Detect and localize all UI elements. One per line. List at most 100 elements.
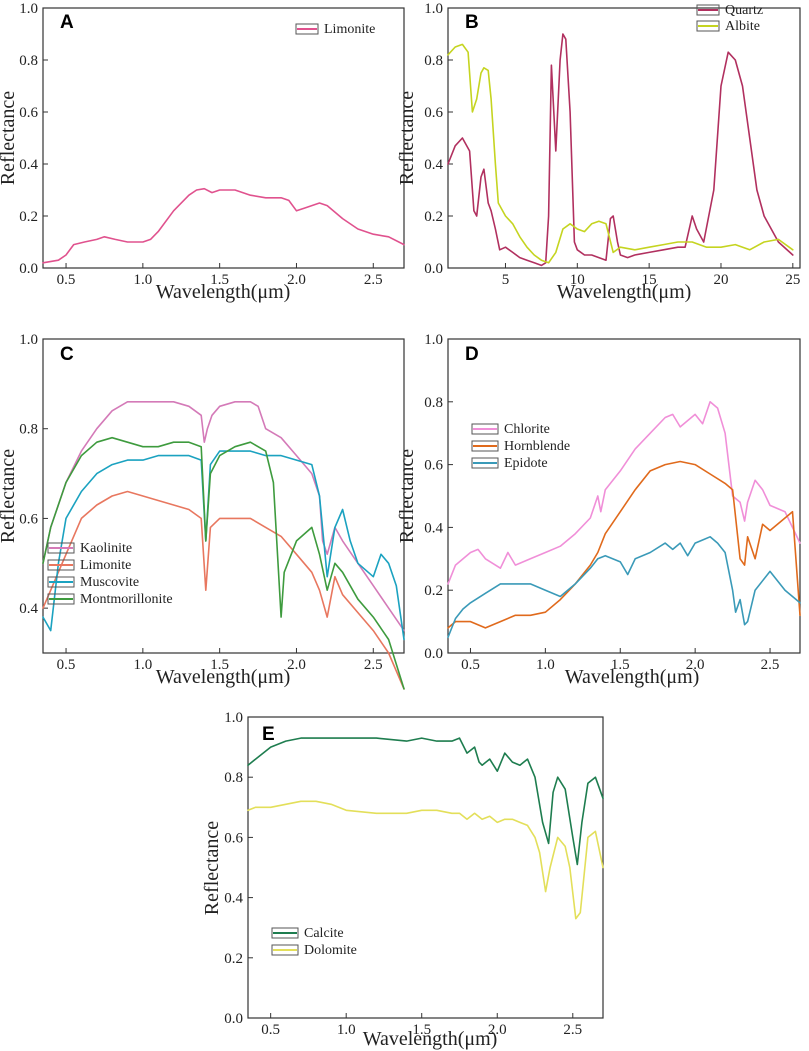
- panel-letter: B: [465, 12, 479, 33]
- x-tick-label: 15: [642, 272, 657, 288]
- x-tick-label: 1.5: [611, 657, 630, 673]
- x-axis-title: Wavelength(μm): [363, 1028, 498, 1050]
- legend-swatch-frame: [295, 23, 319, 35]
- y-tick-label: 0.4: [424, 520, 443, 536]
- y-axis-title-d: Reflectance: [396, 449, 418, 543]
- y-tick-label: 0.4: [19, 157, 38, 173]
- panel-a: 0.5 1.0 1.5 2.0 2.50.00.20.40.60.81.0Wavelen…: [19, 1, 405, 303]
- y-tick-label: 0.8: [424, 53, 443, 69]
- y-tick-label: 0.8: [224, 770, 243, 786]
- plot-frame: [447, 338, 801, 654]
- legend-label: Limonite: [324, 22, 375, 37]
- plot-frame: [42, 7, 405, 269]
- legend-swatch-frame: [471, 423, 499, 435]
- legend-label: Chlorite: [504, 422, 550, 437]
- legend: Limonite: [295, 22, 375, 37]
- y-tick-label: 0.4: [424, 157, 443, 173]
- x-tick-label: 0.5: [57, 657, 76, 673]
- legend-swatch-frame: [47, 542, 75, 554]
- y-tick-label: 0.2: [19, 209, 38, 225]
- x-axis-title: Wavelength(μm): [565, 666, 700, 688]
- series-line-calcite: [247, 737, 604, 866]
- y-tick-label: 0.6: [19, 105, 38, 121]
- legend-label: Muscovite: [80, 575, 139, 590]
- panel-letter: A: [60, 12, 74, 33]
- legend-label: Montmorillonite: [80, 592, 173, 607]
- x-tick-label: 1.5: [412, 1022, 431, 1038]
- y-tick-label: 0.8: [424, 395, 443, 411]
- y-axis-title: Reflectance: [0, 449, 19, 543]
- x-tick-label: 2.0: [686, 657, 705, 673]
- y-tick-label: 0.0: [224, 1011, 243, 1027]
- y-tick-label: 0.6: [424, 458, 443, 474]
- legend-swatch-frame: [471, 440, 499, 452]
- plot-frame: [42, 338, 405, 654]
- legend-label: Calcite: [304, 926, 344, 941]
- panel-letter: C: [60, 344, 74, 365]
- series-line-quartz: [447, 33, 794, 267]
- legend-swatch-frame: [471, 457, 499, 469]
- x-axis-title: Wavelength(μm): [156, 666, 291, 688]
- y-tick-label: 0.4: [224, 891, 243, 907]
- legend-label: Dolomite: [304, 943, 357, 958]
- series-line-montmorillonite: [42, 436, 405, 690]
- panel-e: 0.5 1.0 1.5 2.0 2.5 0.0 0.2 0.4 0.6 0.8 1.0 Wavelen…: [201, 710, 604, 1050]
- legend-label: Epidote: [504, 456, 548, 471]
- y-axis-title-a: Reflectance: [0, 91, 19, 185]
- x-tick-label: 1.0: [337, 1022, 356, 1038]
- y-tick-label: 0.4: [19, 601, 38, 617]
- y-tick-label: 0.8: [19, 422, 38, 438]
- series-line-epidote: [447, 536, 801, 639]
- y-tick-label: 0.2: [424, 583, 443, 599]
- y-tick-label: 1.0: [424, 1, 443, 17]
- legend-label: Albite: [725, 19, 760, 34]
- legend-label: Quartz: [725, 3, 763, 18]
- y-tick-label: 0.0: [424, 261, 443, 277]
- legend-label: Kaolinite: [80, 541, 132, 556]
- y-axis-title-b: Reflectance: [396, 91, 418, 185]
- x-tick-label: 2.0: [287, 272, 306, 288]
- series-line-limonite: [42, 490, 405, 690]
- x-tick-label: 2.5: [364, 272, 383, 288]
- x-tick-label: 0.5: [461, 657, 480, 673]
- x-tick-label: 1.5: [210, 657, 229, 673]
- series-line-muscovite: [42, 450, 405, 641]
- panel-letter: E: [262, 724, 275, 745]
- legend-swatch-frame: [47, 559, 75, 571]
- x-tick-label: 2.0: [488, 1022, 507, 1038]
- y-tick-label: 0.0: [19, 261, 38, 277]
- x-tick-label: 1.0: [536, 657, 555, 673]
- x-tick-label: 1.0: [133, 657, 152, 673]
- x-tick-label: 1.5: [210, 272, 229, 288]
- y-axis-title: Reflectance: [201, 821, 223, 915]
- legend-label: Limonite: [80, 558, 131, 573]
- legend-swatch-frame: [271, 927, 299, 939]
- legend-swatch-frame: [47, 576, 75, 588]
- panel-d: 0.5 1.0 1.5 2.0 2.5 0.0 0.2 0.4 0.6 0.8 1.0 Wavelen…: [424, 332, 801, 688]
- x-tick-label: 2.5: [761, 657, 780, 673]
- x-tick-label: 2.0: [287, 657, 306, 673]
- legend: Kaolinite Limonite Muscovite Montmorillonit…: [47, 541, 173, 607]
- y-tick-label: 0.6: [224, 830, 243, 846]
- legend-swatch-frame: [271, 944, 299, 956]
- x-axis-title: Wavelength(μm): [557, 281, 692, 303]
- series-line-limonite: [42, 187, 405, 264]
- legend-label: Hornblende: [504, 439, 570, 454]
- y-tick-label: 0.6: [19, 511, 38, 527]
- y-tick-label: 0.8: [19, 53, 38, 69]
- y-tick-label: 1.0: [424, 332, 443, 348]
- x-tick-label: 25: [785, 272, 800, 288]
- y-tick-label: 0.6: [424, 105, 443, 121]
- y-tick-label: 0.2: [424, 209, 443, 225]
- x-tick-label: 0.5: [57, 272, 76, 288]
- x-axis-title: Wavelength(μm): [156, 281, 291, 303]
- panel-letter: D: [465, 344, 479, 365]
- legend-swatch-frame: [696, 4, 720, 16]
- x-tick-label: 0.5: [261, 1022, 280, 1038]
- legend-swatch-frame: [47, 593, 75, 605]
- x-tick-label: 20: [713, 272, 728, 288]
- x-tick-label: 5: [502, 272, 510, 288]
- y-tick-label: 0.2: [224, 951, 243, 967]
- y-tick-label: 1.0: [224, 710, 243, 726]
